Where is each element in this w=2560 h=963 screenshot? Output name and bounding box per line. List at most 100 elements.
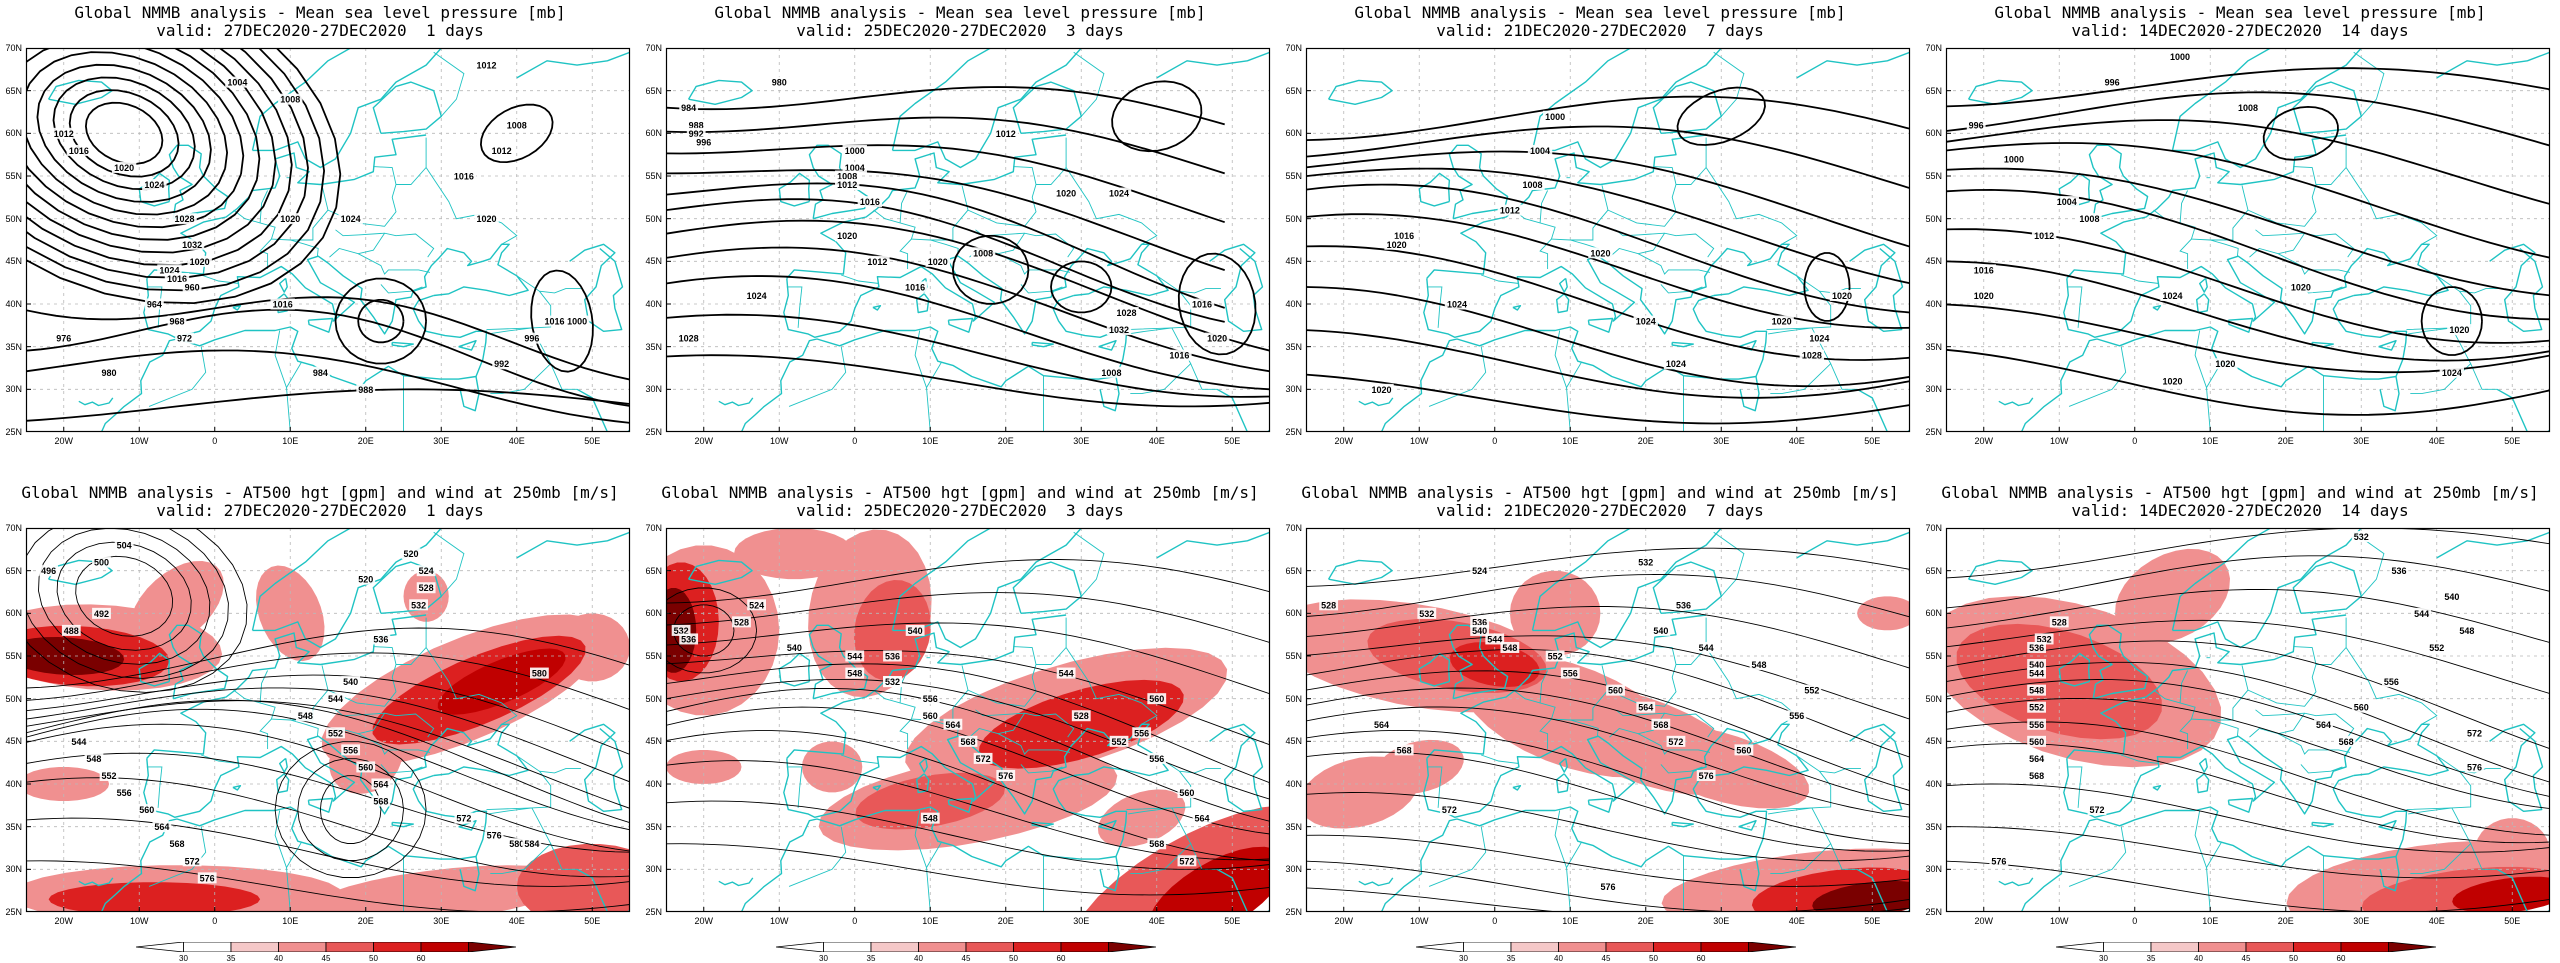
contour-label: 1020: [190, 257, 210, 267]
contour-label: 552: [2429, 643, 2444, 653]
contour-label: 1012: [837, 180, 857, 190]
longitude-label: 20W: [689, 916, 719, 926]
latitude-label: 70N: [640, 523, 662, 533]
contour-label: 500: [94, 558, 109, 568]
latitude-label: 55N: [0, 171, 22, 181]
contour-label: 1000: [567, 317, 587, 327]
longitude-label: 30E: [2346, 436, 2376, 446]
latitude-label: 50N: [640, 694, 662, 704]
panel-valid-period: valid: 27DEC2020-27DEC2020 1 days: [0, 502, 640, 520]
contour-label: 1008: [280, 95, 300, 105]
contour-label: 564: [1374, 720, 1389, 730]
contour-label: 1024: [1447, 300, 1467, 310]
colorbar-tick: 30: [1452, 954, 1476, 963]
contour-label: 572: [456, 814, 471, 824]
latitude-label: 45N: [640, 256, 662, 266]
longitude-label: 30E: [426, 436, 456, 446]
contour-label: 1008: [507, 120, 527, 130]
contour-label: 560: [2029, 737, 2044, 747]
latitude-label: 50N: [1920, 694, 1942, 704]
longitude-label: 50E: [2497, 436, 2527, 446]
longitude-label: 20W: [1969, 436, 1999, 446]
longitude-label: 0: [1480, 436, 1510, 446]
colorbar-tick: 30: [812, 954, 836, 963]
contour-label: 552: [1804, 686, 1819, 696]
latitude-label: 65N: [640, 566, 662, 576]
contour-label: 532: [2354, 532, 2369, 542]
contour-label: 1020: [837, 231, 857, 241]
longitude-label: 20W: [49, 916, 79, 926]
longitude-label: 40E: [2422, 436, 2452, 446]
contour-label: 1000: [2004, 154, 2024, 164]
longitude-label: 50E: [2497, 916, 2527, 926]
contour-label: 1028: [1117, 308, 1137, 318]
panel-valid-period: valid: 14DEC2020-27DEC2020 14 days: [1920, 22, 2560, 40]
contour-label: 964: [147, 300, 162, 310]
latitude-label: 60N: [1920, 608, 1942, 618]
latitude-label: 45N: [1280, 256, 1302, 266]
map-canvas: 5245285325365405445485525565605645685725…: [666, 528, 1270, 912]
contour-label: 1016: [860, 197, 880, 207]
wind-colorbar: [136, 942, 516, 952]
longitude-label: 20E: [991, 916, 1021, 926]
contour-label: 556: [2029, 720, 2044, 730]
map-panel-5: Global NMMB analysis - AT500 hgt [gpm] a…: [0, 480, 640, 960]
contour-label: 540: [908, 626, 923, 636]
contour-label: 1020: [1056, 189, 1076, 199]
contour-label: 572: [2089, 805, 2104, 815]
contour-label: 560: [2354, 703, 2369, 713]
latitude-label: 30N: [1920, 384, 1942, 394]
latitude-label: 60N: [1280, 608, 1302, 618]
contour-label: 556: [1134, 728, 1149, 738]
latitude-label: 35N: [1280, 342, 1302, 352]
contour-label: 536: [885, 652, 900, 662]
longitude-label: 20E: [351, 436, 381, 446]
contour-label: 536: [2391, 566, 2406, 576]
colorbar-tick: 45: [1594, 954, 1618, 963]
colorbar-tick: 35: [1499, 954, 1523, 963]
contour-label: 540: [2444, 592, 2459, 602]
longitude-label: 30E: [1066, 916, 1096, 926]
latitude-label: 40N: [1920, 779, 1942, 789]
contour-label: 1020: [1207, 334, 1227, 344]
contour-label: 1024: [144, 180, 164, 190]
colorbar-tick: 50: [2282, 954, 2306, 963]
latitude-label: 35N: [640, 342, 662, 352]
wind-colorbar: [776, 942, 1156, 952]
latitude-label: 45N: [640, 736, 662, 746]
colorbar-tick: 35: [2139, 954, 2163, 963]
colorbar-tick: 40: [907, 954, 931, 963]
latitude-label: 25N: [1280, 907, 1302, 917]
contour-label: 568: [1653, 720, 1668, 730]
contour-label: 972: [177, 334, 192, 344]
contour-label: 1032: [182, 240, 202, 250]
contour-label: 1020: [1974, 291, 1994, 301]
latitude-label: 65N: [640, 86, 662, 96]
contour-label: 572: [1442, 805, 1457, 815]
longitude-label: 50E: [577, 916, 607, 926]
contour-label: 1028: [679, 334, 699, 344]
map-frame: 5245285325365405445485525565605645685725…: [666, 528, 1270, 912]
contour-label: 1020: [2291, 282, 2311, 292]
panel-title: Global NMMB analysis - Mean sea level pr…: [1920, 4, 2560, 22]
contour-label: 548: [1502, 643, 1517, 653]
contour-label: 520: [358, 575, 373, 585]
contour-label: 996: [524, 334, 539, 344]
panel-title-block: Global NMMB analysis - Mean sea level pr…: [1920, 4, 2560, 40]
latitude-label: 70N: [1920, 43, 1942, 53]
latitude-label: 35N: [1920, 342, 1942, 352]
panel-title: Global NMMB analysis - AT500 hgt [gpm] a…: [0, 484, 640, 502]
contour-label: 560: [358, 762, 373, 772]
colorbar-tick: 35: [219, 954, 243, 963]
contour-label: 1020: [1832, 291, 1852, 301]
map-canvas: 9809849889929961000100410081012101610201…: [666, 48, 1270, 432]
contour-label: 1020: [114, 163, 134, 173]
contour-label: 568: [1149, 839, 1164, 849]
contour-label: 1012: [492, 146, 512, 156]
contour-label: 1020: [928, 257, 948, 267]
contour-label: 1024: [341, 214, 361, 224]
contour-label: 532: [411, 600, 426, 610]
